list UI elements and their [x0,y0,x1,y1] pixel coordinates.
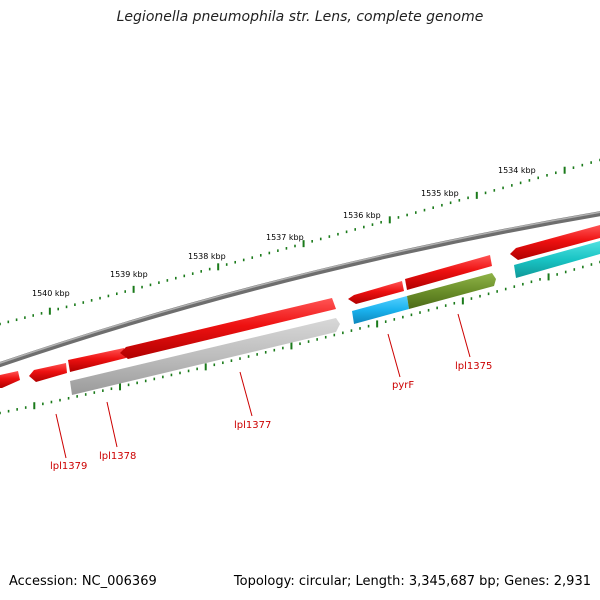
gene-pyrF-upper[interactable] [348,281,404,304]
leader-lpl1378 [106,401,118,448]
scale-label-1540: 1540 kbp [32,289,70,298]
scale-label-1539: 1539 kbp [110,270,148,279]
outer-scale-ring [0,158,600,326]
gene-label-pyrF: pyrF [392,380,414,391]
gene-lpl1380-partial[interactable] [29,363,67,382]
gene-lpl1377[interactable] [120,298,336,359]
gene-lpl1376[interactable] [405,255,492,290]
gene-label-lpl1379: lpl1379 [50,461,87,472]
scale-label-1536: 1536 kbp [343,211,381,220]
gene-lpl1378[interactable] [68,348,126,372]
leader-lpl1377 [239,371,253,417]
gene-label-lpl1378: lpl1378 [99,451,136,462]
gene-label-lpl1377: lpl1377 [234,420,271,431]
gene-lpl1377-reverse[interactable] [70,318,340,395]
gene-lpl1374[interactable] [510,225,600,260]
leader-lpl1379 [55,413,67,459]
map-title: Legionella pneumophila str. Lens, comple… [116,9,484,25]
gene-lpl1379[interactable] [0,371,20,388]
scale-label-1535: 1535 kbp [421,189,459,198]
inner-scale-ring [0,260,600,415]
gene-lpl1375[interactable] [407,273,496,309]
gene-lpl1373[interactable] [514,241,600,278]
scale-label-1538: 1538 kbp [188,252,226,261]
topology-text: Topology: circular; Length: 3,345,687 bp… [233,574,591,589]
genome-backbone [0,211,600,368]
leader-lpl1375 [457,313,471,358]
gene-label-lpl1375: lpl1375 [455,361,492,372]
scale-label-1537: 1537 kbp [266,233,304,242]
scale-label-1534: 1534 kbp [498,166,536,175]
leader-pyrF [387,333,401,378]
accession-text: Accession: NC_006369 [9,574,157,589]
gene-pyrF[interactable] [352,296,409,324]
